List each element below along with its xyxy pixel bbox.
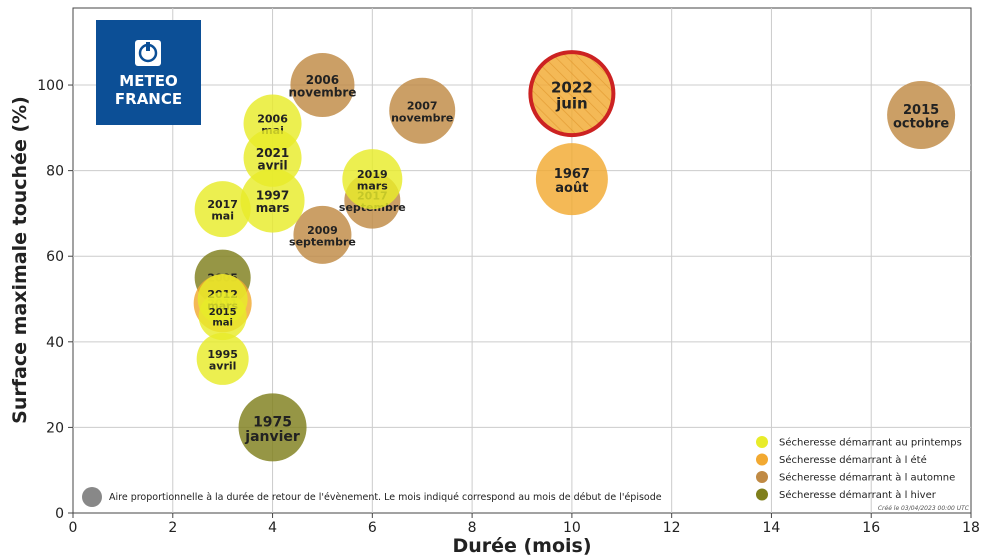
x-tick-label: 10	[563, 520, 581, 536]
legend-marker-automne	[756, 471, 768, 483]
bubble-year-label: 1967	[554, 167, 590, 182]
bubble-month-label: janvier	[244, 429, 300, 445]
y-tick-label: 20	[46, 420, 64, 436]
bubble-circle	[389, 77, 456, 144]
bubble-month-label: mai	[212, 318, 233, 329]
credit-text: Créé le 03/04/2023 00:00 UTC	[878, 505, 970, 512]
x-tick-label: 12	[663, 520, 681, 536]
bubble-year-label: 2017	[207, 198, 238, 211]
x-tick-label: 14	[763, 520, 781, 536]
bubble-month-label: mai	[211, 210, 234, 223]
legend-marker-hiver	[756, 488, 768, 501]
legend-marker-printemps	[756, 436, 768, 448]
size-note: Aire proportionnelle à la durée de retou…	[82, 487, 662, 507]
bubble-circle	[342, 149, 403, 210]
bubble-circle	[887, 80, 956, 149]
logo-background	[96, 20, 201, 125]
bubble-month-label: octobre	[893, 117, 949, 132]
size-note-marker	[82, 487, 102, 507]
bubble-month-label: avril	[209, 359, 237, 372]
bubble-year-label: 2019	[357, 168, 388, 181]
bubble-circle	[196, 332, 249, 385]
bubble-month-label: septembre	[289, 235, 356, 248]
bubble-circle	[240, 168, 305, 233]
x-tick-label: 6	[368, 520, 377, 536]
bubble-year-label: 2006	[306, 73, 339, 87]
meteo-france-emblem-icon	[135, 40, 161, 66]
axes: 0 2 4 6 8 10 12 14 16 18 0 20 40 60 80 100	[37, 78, 980, 536]
bubble-year-label: 2007	[407, 100, 438, 113]
x-tick-label: 18	[962, 520, 980, 536]
x-tick-label: 4	[268, 520, 277, 536]
bubble-circle	[194, 181, 251, 238]
bubble-circle	[293, 205, 352, 264]
y-tick-label: 100	[37, 78, 64, 94]
legend-label-ete: Sécheresse démarrant à l été	[779, 454, 927, 466]
y-axis-title: Surface maximale touchée (%)	[9, 96, 31, 424]
bubble-month-label: novembre	[288, 86, 356, 100]
bubble-highlight-ring	[528, 50, 616, 138]
legend-label-printemps: Sécheresse démarrant au printemps	[779, 437, 962, 449]
bubble-month-label: août	[555, 181, 588, 196]
bubble-year-label: 1975	[253, 414, 292, 430]
size-note-text: Aire proportionnelle à la durée de retou…	[109, 492, 662, 503]
bubble-circle	[535, 143, 608, 216]
bubble-year-label: 2009	[307, 224, 338, 237]
y-tick-label: 80	[46, 164, 64, 180]
bubble-month-label: novembre	[391, 111, 453, 124]
logo-line2: FRANCE	[115, 90, 182, 108]
legend-marker-ete	[756, 453, 768, 466]
x-tick-label: 8	[468, 520, 477, 536]
bubble-circle	[198, 292, 247, 341]
bubble-month-label: mars	[357, 180, 388, 193]
bubble-circle	[243, 128, 302, 187]
meteo-france-logo: METEO FRANCE	[96, 20, 201, 125]
x-tick-label: 16	[862, 520, 880, 536]
legend: Sécheresse démarrant au printemps Séchere…	[756, 436, 962, 501]
legend-label-hiver: Sécheresse démarrant à l hiver	[779, 489, 937, 501]
y-tick-label: 60	[46, 249, 64, 265]
bubble-hatch	[528, 50, 615, 137]
y-tick-label: 0	[55, 506, 64, 522]
legend-label-automne: Sécheresse démarrant à l automne	[779, 472, 955, 484]
bubble-circle	[290, 53, 355, 118]
bubble-year-label: 2022	[551, 79, 593, 97]
bubble-year-label: 1995	[207, 348, 238, 361]
x-tick-label: 2	[168, 520, 177, 536]
bubble-year-label: 2015	[209, 307, 237, 318]
bubble-year-label: 1997	[256, 189, 289, 203]
bubble-year-label: 2015	[903, 103, 939, 118]
y-tick-label: 40	[46, 335, 64, 351]
x-tick-label: 0	[69, 520, 78, 536]
logo-line1: METEO	[119, 72, 177, 90]
bubble-month-label: avril	[258, 158, 288, 172]
bubble-circle	[238, 393, 307, 462]
bubbles: 1975janvier200520112012mars2015mai1995av…	[193, 50, 956, 462]
bubble-year-label: 2006	[257, 113, 288, 126]
bubble-year-label: 2021	[256, 146, 289, 160]
bubble-month-label: mars	[256, 201, 290, 215]
bubble-month-label: juin	[555, 94, 588, 112]
x-axis-title: Durée (mois)	[452, 535, 591, 557]
